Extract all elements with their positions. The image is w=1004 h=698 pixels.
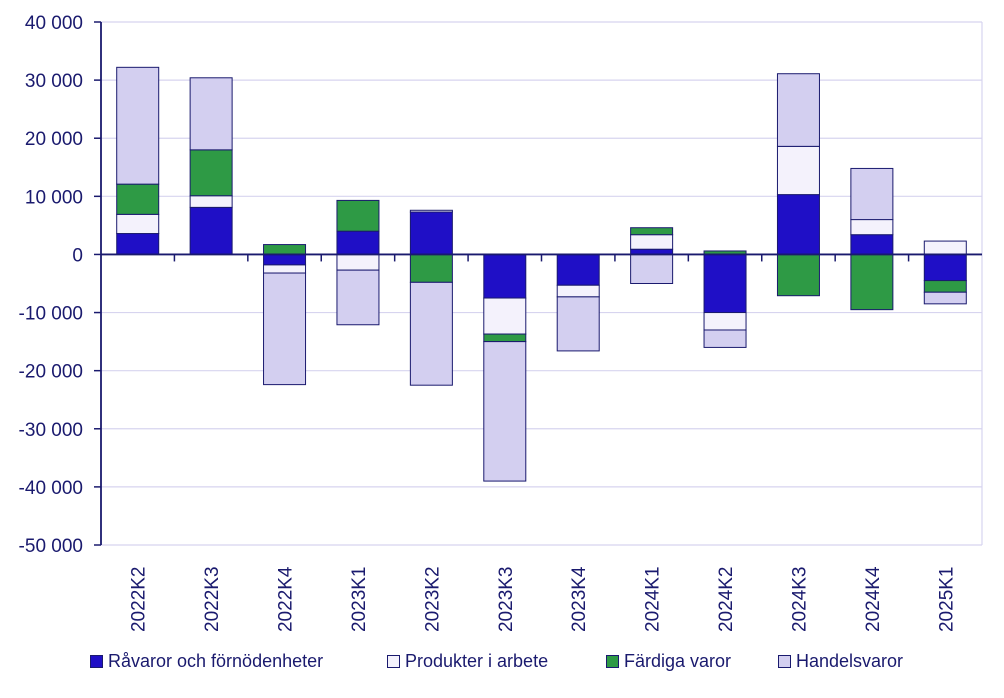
y-tick-label: 0 <box>72 245 83 266</box>
bar-segment-2024K2-1 <box>703 312 747 331</box>
legend-label-produkter: Produkter i arbete <box>405 650 549 671</box>
x-tick-label: 2022K2 <box>129 566 150 632</box>
bar-segment-2022K2-3 <box>116 66 160 185</box>
bar-segment-2023K1-1 <box>336 253 380 271</box>
bar-segment-2023K1-3 <box>336 269 380 326</box>
bar-segment-2022K3-2 <box>189 149 233 197</box>
y-tick-label: -20 000 <box>19 362 83 383</box>
x-tick-label: 2023K2 <box>422 566 443 632</box>
bar-segment-2023K1-2 <box>336 199 380 232</box>
x-tick-label: 2024K3 <box>789 566 810 632</box>
bar-segment-2023K2-0 <box>409 211 453 255</box>
axis-layer <box>94 21 982 546</box>
bar-segment-2024K4-3 <box>850 167 894 221</box>
bar-segment-2023K3-3 <box>483 341 527 482</box>
bar-segment-2023K2-3 <box>409 281 453 386</box>
bar-segment-2022K3-0 <box>189 206 233 255</box>
bar-segment-2023K4-3 <box>556 296 600 352</box>
y-tick-label: -10 000 <box>19 304 83 325</box>
bar-segment-2024K4-0 <box>850 234 894 255</box>
bar-segment-2024K2-3 <box>703 329 747 348</box>
legend-swatch-handelsvaror <box>778 654 791 668</box>
y-tick-label: -40 000 <box>19 478 83 499</box>
grid-layer <box>101 21 983 546</box>
bar-segment-2023K4-0 <box>556 253 600 286</box>
bar-segment-2025K1-3 <box>923 291 967 305</box>
bar-segment-2024K3-0 <box>776 194 820 255</box>
legend-swatch-fardiga <box>606 654 619 668</box>
x-tick-label: 2024K4 <box>863 566 884 632</box>
y-tick-label: 20 000 <box>25 129 83 150</box>
legend-label-ravaror: Råvaror och förnödenheter <box>108 650 324 671</box>
bar-segment-2022K3-3 <box>189 77 233 151</box>
bar-segment-2022K4-1 <box>263 264 307 274</box>
bar-segment-2023K1-0 <box>336 230 380 255</box>
bar-segment-2022K4-3 <box>263 272 307 386</box>
y-tick-label: -50 000 <box>19 536 83 557</box>
bar-layer <box>116 66 967 482</box>
bar-segment-2025K1-0 <box>923 253 967 282</box>
bar-segment-2023K4-1 <box>556 284 600 298</box>
x-tick-label: 2024K1 <box>643 566 664 632</box>
bar-segment-2022K2-0 <box>116 233 160 255</box>
bar-segment-2024K3-2 <box>776 253 820 297</box>
bar-segment-2023K3-1 <box>483 297 527 335</box>
bar-segment-2022K4-2 <box>263 244 307 255</box>
y-tick-label: -30 000 <box>19 420 83 441</box>
x-tick-label: 2022K3 <box>202 566 223 632</box>
bar-segment-2024K3-1 <box>776 145 820 196</box>
bar-segment-2024K1-2 <box>630 227 674 236</box>
y-tick-label: 10 000 <box>25 187 83 208</box>
legend: Råvaror och förnödenheter Produkter i ar… <box>0 648 1004 678</box>
bar-segment-2024K4-2 <box>850 253 894 311</box>
bar-segment-2023K2-1 <box>409 209 453 213</box>
legend-item-handelsvaror: Handelsvaror <box>778 648 903 674</box>
bar-segment-2025K1-1 <box>923 240 967 255</box>
x-tick-label: 2023K4 <box>569 566 590 632</box>
bar-segment-2023K3-0 <box>483 253 527 299</box>
bar-segment-2023K3-2 <box>483 333 527 343</box>
bar-segment-2022K3-1 <box>189 195 233 208</box>
bar-segment-2024K1-1 <box>630 234 674 250</box>
y-tick-label: 40 000 <box>25 13 83 34</box>
x-tick-label: 2023K1 <box>349 566 370 632</box>
legend-label-fardiga: Färdiga varor <box>624 650 732 671</box>
y-tick-label: 30 000 <box>25 71 83 92</box>
bar-segment-2024K4-1 <box>850 219 894 236</box>
label-layer: -50 000 -40 000 -30 000 -20 000 -10 000 0 10 0… <box>19 13 958 632</box>
x-tick-label: 2025K1 <box>936 566 957 632</box>
legend-swatch-ravaror <box>90 654 103 668</box>
x-tick-label: 2022K4 <box>276 566 297 632</box>
bar-segment-2025K1-2 <box>923 280 967 293</box>
bar-segment-2024K3-3 <box>776 73 820 147</box>
bar-segment-2023K2-2 <box>409 253 453 283</box>
x-tick-label: 2024K2 <box>716 566 737 632</box>
bar-segment-2022K4-0 <box>263 253 307 266</box>
legend-item-ravaror: Råvaror och förnödenheter <box>90 648 323 674</box>
bar-segment-2024K2-0 <box>703 253 747 314</box>
bar-segment-2024K1-3 <box>630 253 674 284</box>
legend-item-produkter: Produkter i arbete <box>387 648 548 674</box>
legend-label-handelsvaror: Handelsvaror <box>796 650 904 671</box>
legend-item-fardiga: Färdiga varor <box>606 648 731 674</box>
bar-segment-2022K2-1 <box>116 213 160 235</box>
bar-segment-2022K2-2 <box>116 183 160 215</box>
legend-swatch-produkter <box>387 654 400 668</box>
x-tick-label: 2023K3 <box>496 566 517 632</box>
